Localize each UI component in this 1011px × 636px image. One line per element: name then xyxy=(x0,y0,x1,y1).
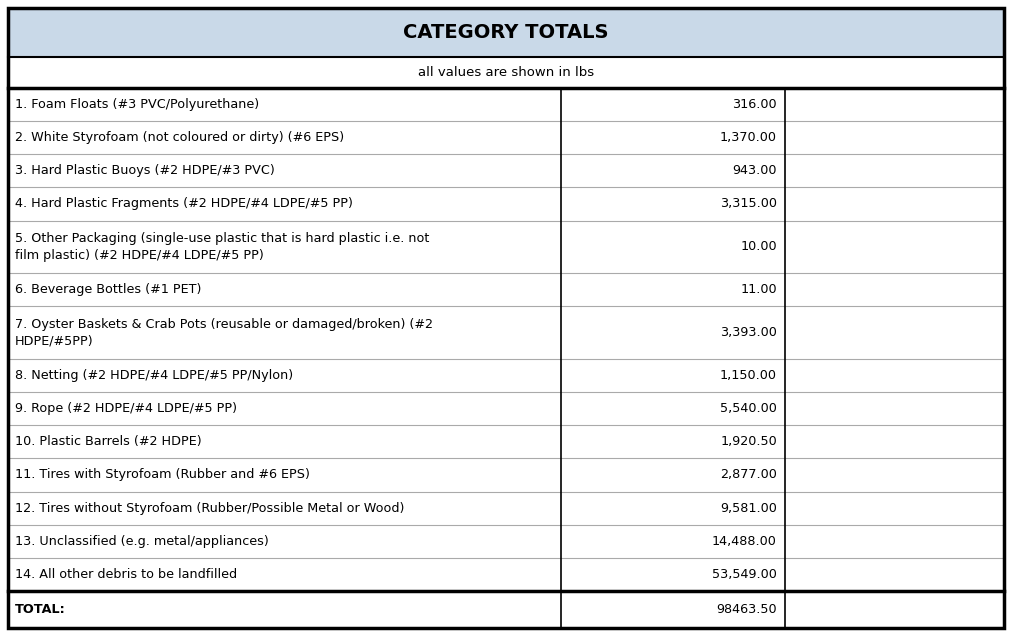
Text: 1,150.00: 1,150.00 xyxy=(719,369,776,382)
Text: 9,581.00: 9,581.00 xyxy=(719,502,776,515)
Text: TOTAL:: TOTAL: xyxy=(15,603,66,616)
Bar xyxy=(8,188,1003,221)
Bar xyxy=(8,307,1003,359)
Text: 11.00: 11.00 xyxy=(739,283,776,296)
Bar xyxy=(8,359,1003,392)
Text: 1,920.50: 1,920.50 xyxy=(720,435,776,448)
Bar xyxy=(8,57,1003,88)
Bar xyxy=(8,221,1003,273)
Text: 14,488.00: 14,488.00 xyxy=(712,535,776,548)
Text: 5,540.00: 5,540.00 xyxy=(719,402,776,415)
Text: 8. Netting (#2 HDPE/#4 LDPE/#5 PP/Nylon): 8. Netting (#2 HDPE/#4 LDPE/#5 PP/Nylon) xyxy=(15,369,293,382)
Text: 9. Rope (#2 HDPE/#4 LDPE/#5 PP): 9. Rope (#2 HDPE/#4 LDPE/#5 PP) xyxy=(15,402,237,415)
Text: 11. Tires with Styrofoam (Rubber and #6 EPS): 11. Tires with Styrofoam (Rubber and #6 … xyxy=(15,469,309,481)
Text: 13. Unclassified (e.g. metal/appliances): 13. Unclassified (e.g. metal/appliances) xyxy=(15,535,269,548)
Text: 10. Plastic Barrels (#2 HDPE): 10. Plastic Barrels (#2 HDPE) xyxy=(15,435,201,448)
Text: 3. Hard Plastic Buoys (#2 HDPE/#3 PVC): 3. Hard Plastic Buoys (#2 HDPE/#3 PVC) xyxy=(15,164,274,177)
Text: 2. White Styrofoam (not coloured or dirty) (#6 EPS): 2. White Styrofoam (not coloured or dirt… xyxy=(15,131,344,144)
Bar xyxy=(8,492,1003,525)
Text: 7. Oyster Baskets & Crab Pots (reusable or damaged/broken) (#2
HDPE/#5PP): 7. Oyster Baskets & Crab Pots (reusable … xyxy=(15,317,433,348)
Text: CATEGORY TOTALS: CATEGORY TOTALS xyxy=(402,23,609,42)
Bar xyxy=(8,8,1003,57)
Bar xyxy=(8,273,1003,307)
Text: all values are shown in lbs: all values are shown in lbs xyxy=(418,66,593,79)
Text: 6. Beverage Bottles (#1 PET): 6. Beverage Bottles (#1 PET) xyxy=(15,283,201,296)
Text: 3,393.00: 3,393.00 xyxy=(719,326,776,339)
Bar xyxy=(8,88,1003,121)
Text: 3,315.00: 3,315.00 xyxy=(719,197,776,211)
Text: 5. Other Packaging (single-use plastic that is hard plastic i.e. not
film plasti: 5. Other Packaging (single-use plastic t… xyxy=(15,232,429,262)
Text: 1. Foam Floats (#3 PVC/Polyurethane): 1. Foam Floats (#3 PVC/Polyurethane) xyxy=(15,98,259,111)
Text: 12. Tires without Styrofoam (Rubber/Possible Metal or Wood): 12. Tires without Styrofoam (Rubber/Poss… xyxy=(15,502,404,515)
Bar xyxy=(8,525,1003,558)
Bar xyxy=(8,558,1003,591)
Bar xyxy=(8,121,1003,154)
Bar xyxy=(8,154,1003,188)
Text: 53,549.00: 53,549.00 xyxy=(712,568,776,581)
Text: 1,370.00: 1,370.00 xyxy=(719,131,776,144)
Text: 2,877.00: 2,877.00 xyxy=(719,469,776,481)
Text: 316.00: 316.00 xyxy=(732,98,776,111)
Text: 98463.50: 98463.50 xyxy=(716,603,776,616)
Text: 943.00: 943.00 xyxy=(732,164,776,177)
Text: 14. All other debris to be landfilled: 14. All other debris to be landfilled xyxy=(15,568,237,581)
Bar xyxy=(8,392,1003,425)
Bar xyxy=(8,591,1003,628)
Bar xyxy=(8,459,1003,492)
Bar xyxy=(8,425,1003,459)
Text: 4. Hard Plastic Fragments (#2 HDPE/#4 LDPE/#5 PP): 4. Hard Plastic Fragments (#2 HDPE/#4 LD… xyxy=(15,197,353,211)
Text: 10.00: 10.00 xyxy=(739,240,776,253)
